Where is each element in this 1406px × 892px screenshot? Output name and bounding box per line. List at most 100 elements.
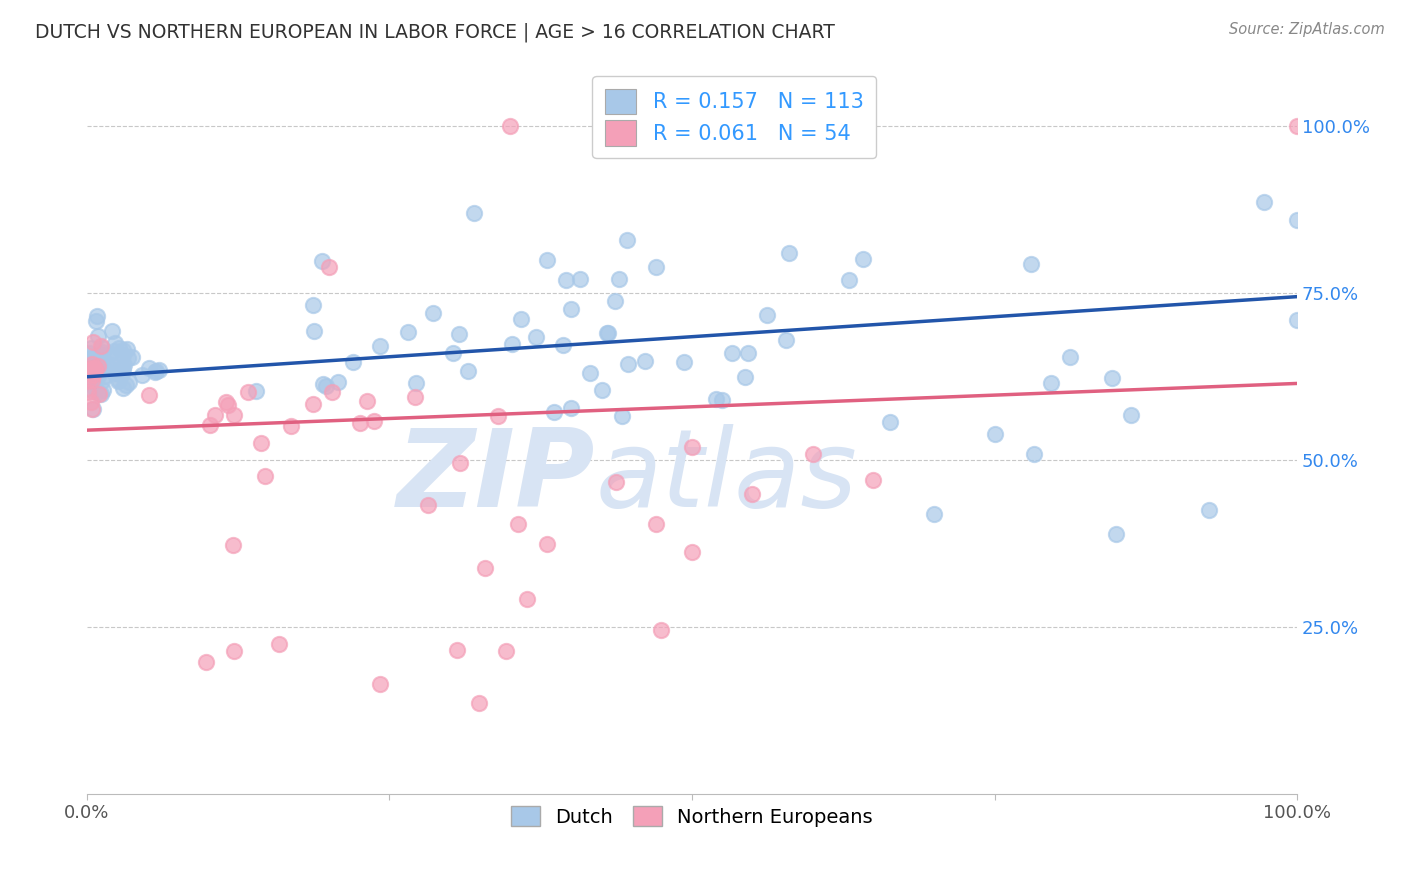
Point (312, 377, 335, 392)
Point (422, 306, 444, 320)
Point (1104, 526, 1126, 541)
Point (508, 517, 530, 532)
Point (91, 345, 114, 359)
Point (86, 309, 108, 323)
Point (87, 359, 110, 374)
Point (468, 696, 491, 710)
Point (80, 341, 103, 355)
Point (311, 253, 333, 268)
Point (82, 402, 104, 417)
Point (609, 272, 631, 286)
Point (1198, 503, 1220, 517)
Point (302, 397, 325, 411)
Point (77, 353, 100, 368)
Point (98, 360, 121, 375)
Point (112, 362, 135, 376)
Point (118, 375, 141, 389)
Point (87, 328, 110, 343)
Point (83, 361, 105, 376)
Point (447, 327, 470, 342)
Point (579, 366, 602, 380)
Point (672, 355, 695, 369)
Point (138, 360, 160, 375)
Point (131, 368, 153, 382)
Point (449, 456, 471, 470)
Point (245, 384, 267, 398)
Point (501, 336, 523, 351)
Point (143, 365, 166, 379)
Point (77, 363, 100, 377)
Text: atlas: atlas (595, 425, 858, 529)
Point (495, 644, 517, 658)
Point (984, 427, 1007, 442)
Point (681, 545, 703, 559)
Point (82, 361, 104, 376)
Point (551, 337, 574, 351)
Point (446, 643, 468, 657)
Point (80, 394, 103, 409)
Point (441, 346, 464, 360)
Point (107, 374, 129, 388)
Point (93, 369, 115, 384)
Point (463, 206, 485, 220)
Point (775, 333, 797, 347)
Point (91, 359, 114, 373)
Point (111, 360, 134, 375)
Point (87, 384, 110, 399)
Point (90, 341, 112, 355)
Point (315, 379, 337, 393)
Point (1101, 371, 1123, 385)
Point (80, 373, 103, 387)
Point (249, 435, 271, 450)
Point (569, 271, 592, 285)
Point (801, 446, 824, 460)
Text: Source: ZipAtlas.com: Source: ZipAtlas.com (1229, 22, 1385, 37)
Point (1019, 257, 1042, 271)
Point (204, 408, 226, 422)
Point (83, 375, 105, 389)
Point (145, 364, 167, 378)
Point (304, 324, 326, 338)
Point (610, 409, 633, 423)
Legend: Dutch, Northern Europeans: Dutch, Northern Europeans (503, 798, 882, 835)
Point (524, 329, 547, 343)
Point (396, 325, 419, 339)
Point (499, 120, 522, 134)
Point (104, 336, 127, 351)
Point (91, 350, 114, 364)
Point (536, 536, 558, 550)
Point (108, 341, 131, 355)
Point (616, 357, 638, 371)
Point (111, 368, 134, 382)
Point (616, 233, 638, 247)
Point (741, 486, 763, 500)
Point (1286, 313, 1309, 327)
Point (82, 401, 104, 416)
Point (922, 507, 945, 521)
Point (510, 312, 533, 326)
Point (215, 395, 238, 409)
Point (734, 369, 756, 384)
Point (76, 374, 98, 388)
Point (194, 655, 217, 669)
Point (222, 644, 245, 658)
Point (82, 352, 104, 367)
Point (342, 355, 364, 369)
Point (404, 390, 426, 404)
Point (90, 374, 112, 388)
Point (1253, 194, 1275, 209)
Point (598, 326, 620, 341)
Point (318, 260, 340, 274)
Point (254, 469, 277, 483)
Point (457, 364, 479, 378)
Point (704, 392, 727, 407)
Point (1024, 447, 1046, 461)
Point (138, 388, 160, 402)
Point (121, 351, 143, 365)
Point (198, 418, 221, 433)
Point (634, 353, 657, 368)
Point (755, 308, 778, 322)
Point (852, 252, 875, 267)
Point (516, 592, 538, 607)
Point (536, 252, 558, 267)
